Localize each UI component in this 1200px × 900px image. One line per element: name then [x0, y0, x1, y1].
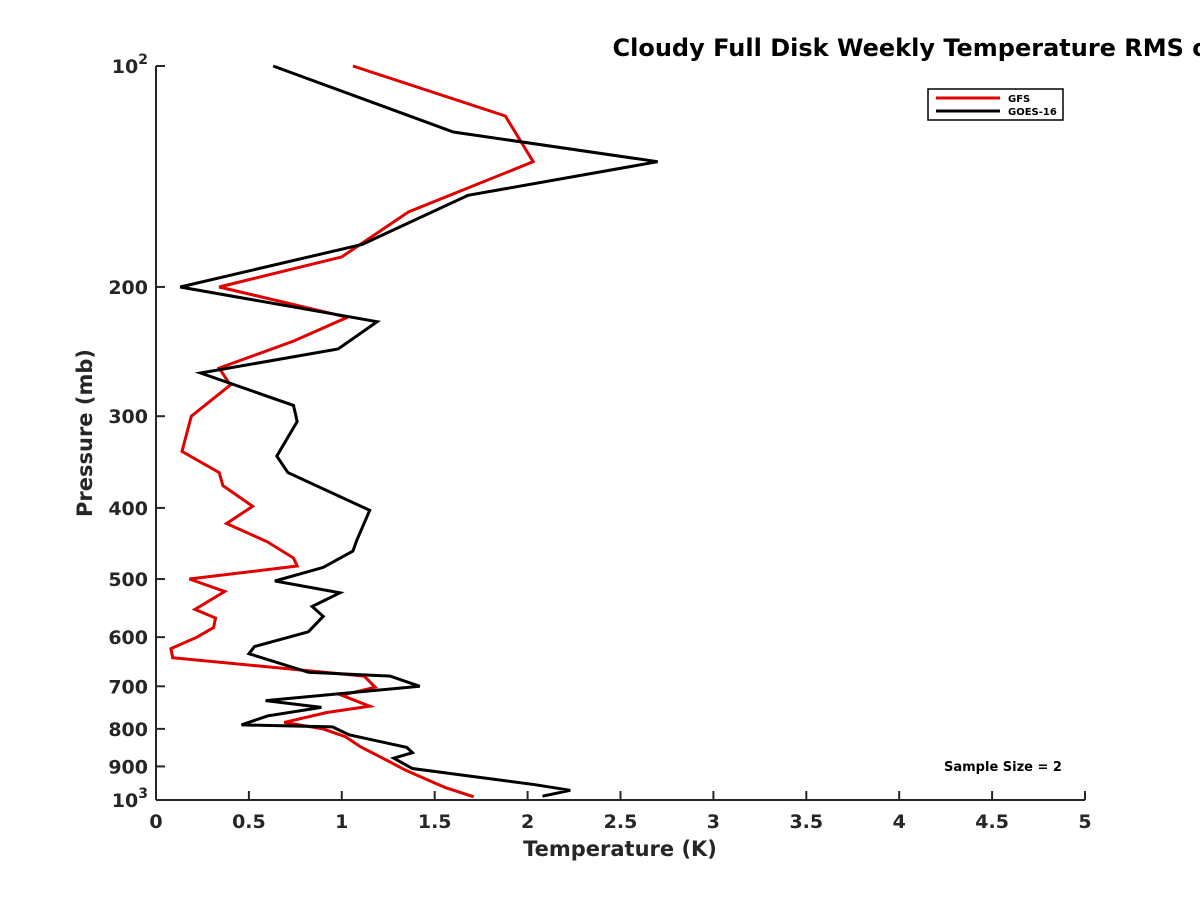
- series-layer: [169, 64, 658, 799]
- x-tick-label: 4.5: [975, 811, 1009, 833]
- x-tick-label: 4: [893, 811, 906, 833]
- legend-label-gfs: GFS: [1008, 94, 1030, 105]
- y-tick-label: 103: [112, 786, 148, 812]
- y-tick-label: 200: [108, 277, 148, 299]
- y-tick-label: 700: [108, 676, 148, 698]
- x-tick-label: 2.5: [604, 811, 638, 833]
- series-line-gfs: [169, 64, 536, 799]
- x-tick-label: 0: [149, 811, 162, 833]
- y-tick-label: 500: [108, 569, 148, 591]
- series-line-goes-16: [179, 64, 658, 798]
- y-tick-label: 600: [108, 627, 148, 649]
- x-tick-label: 3.5: [789, 811, 823, 833]
- x-axis-label: Temperature (K): [523, 837, 717, 861]
- x-tick-label: 1: [335, 811, 348, 833]
- sample-size-annotation: Sample Size = 2: [944, 760, 1062, 775]
- y-tick-label: 800: [108, 719, 148, 741]
- x-tick-label: 2: [521, 811, 534, 833]
- x-tick-label: 0.5: [232, 811, 266, 833]
- y-tick-label: 300: [108, 406, 148, 428]
- y-tick-label: 900: [108, 756, 148, 778]
- axes-layer: 0 0.5 1 1.5 2 2.5 3 3.5 4 4.5 5 102 200 300 400 500 600 7…: [108, 52, 1091, 833]
- x-tick-label: 3: [707, 811, 720, 833]
- legend-box: [927, 88, 1064, 121]
- x-tick-label: 5: [1078, 811, 1091, 833]
- legend: GFS GOES-16: [927, 88, 1064, 121]
- y-axis-label: Pressure (mb): [73, 349, 97, 517]
- y-tick-label: 102: [112, 52, 148, 78]
- chart-title: Cloudy Full Disk Weekly Temperature RMS …: [613, 34, 1200, 62]
- y-tick-label: 400: [108, 498, 148, 520]
- legend-label-goes-16: GOES-16: [1008, 107, 1057, 118]
- x-tick-label: 1.5: [418, 811, 452, 833]
